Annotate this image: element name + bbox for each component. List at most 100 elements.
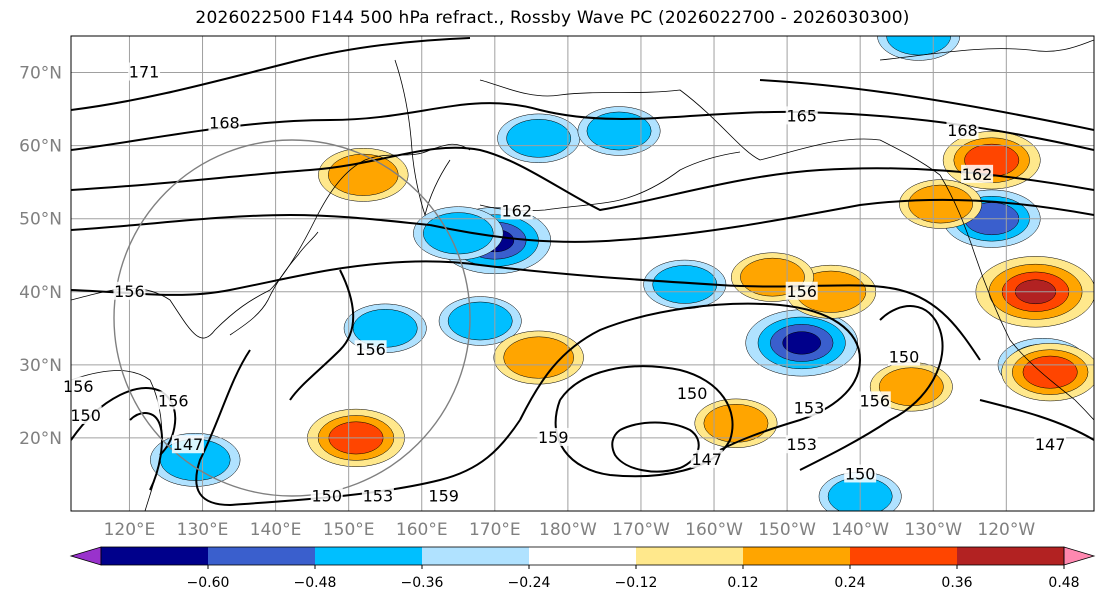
lon-tick-label: 170°E [469,520,521,540]
contour-label-bg [361,486,394,505]
contour-153 [195,349,521,507]
lon-tick-label: 120°E [104,520,156,540]
contour-168-ne [759,79,1094,131]
contour-159-b [429,198,1094,243]
contour-label: 156 [158,391,189,410]
contour-label: 162 [962,165,993,184]
lon-tick-label: 140°W [831,520,889,540]
contour-label-bg [171,435,204,454]
colorbar-tick-label: 0.36 [941,575,972,591]
contour-labels: 171 168 165 168 162 162 156 156 156 156 150 156 147 1… [62,62,1067,505]
colorbar-tick-label: −0.48 [294,575,337,591]
lat-tick-label: 70°N [19,64,62,84]
colorbar-segment [208,547,315,565]
contour-label: 171 [129,63,160,82]
contour-label-bg [310,486,343,505]
anomaly-patch [447,301,513,341]
colorbar-tick-label: −0.12 [615,575,658,591]
contour-label-bg [157,391,190,410]
lon-tick-label: 160°E [396,520,448,540]
lon-tick-label: 140°E [250,520,302,540]
contour-label-bg [208,113,241,132]
contour-label-bg [500,201,533,220]
latitude-axis: 70°N 60°N 50°N 40°N 30°N 20°N [19,64,62,449]
colorbar-outline [100,546,1065,566]
contour-label: 150 [677,384,708,403]
contour-label: 156 [114,282,145,301]
lat-tick-label: 50°N [19,210,62,230]
lon-tick-label: 130°E [177,520,229,540]
contour-label-bg [69,406,102,424]
coastline-alaska [479,79,941,176]
contour-label-bg [785,106,818,125]
contour-label: 150 [311,486,342,505]
colorbar-segment [957,547,1064,565]
contour-label-bg [961,164,994,183]
contour-label: 153 [794,399,825,418]
coastline-kamchatka [394,59,451,217]
longitude-axis: 120°E 130°E 140°E 150°E 160°E 170°E 180°W 170°W… [104,520,1036,540]
anomaly-patch [503,336,574,379]
lon-tick-label: 180°W [539,520,597,540]
colorbar-tick-label: 0.48 [1048,575,1079,591]
anomaly-patch [886,36,951,56]
lon-tick-label: 120°W [977,520,1035,540]
colorbar-tick-label: 0.12 [727,575,758,591]
coastline-japan [229,231,319,336]
coastlines [71,39,1094,511]
contour-label-bg [62,376,95,395]
contour-label: 147 [691,450,722,469]
map-frame [70,35,1095,512]
anomaly-patch [908,184,973,224]
anomaly-patch [506,119,572,158]
contour-label: 156 [860,391,891,410]
lon-tick-label: 150°W [758,520,816,540]
colorbar-segment [422,547,529,565]
lon-tick-label: 150°E [323,520,375,540]
reference-circle [113,139,471,497]
colorbar-segment [743,547,850,565]
contour-label: 156 [355,340,386,359]
contour-165 [71,102,1094,151]
contour-label-bg [858,391,891,410]
anomaly-patch [586,111,652,151]
contour-label-bg [785,435,818,454]
colorbar-tick-label: −0.24 [508,575,551,591]
anomaly-patch [1022,355,1078,389]
colorbar-segment [101,547,208,565]
contour-label: 153 [786,435,817,454]
contour-label-bg [537,427,570,446]
contour-label-bg [844,464,877,483]
contour-label: 168 [209,114,240,133]
lon-tick-label: 170°W [612,520,670,540]
contour-label-bg [1034,435,1067,454]
contour-label-bg [785,281,818,300]
contour-label: 162 [501,201,532,220]
contour-label: 156 [786,282,817,301]
contour-label: 147 [173,435,204,454]
contour-162 [71,146,1094,212]
contour-label: 159 [538,428,569,447]
contour-label: 165 [786,106,817,125]
contour-label-bg [113,281,146,300]
colorbar-segment [636,547,743,565]
anomaly-patch [782,331,822,355]
lat-tick-label: 30°N [19,356,62,376]
contour-label-bg [690,449,723,468]
contour-label: 150 [889,348,920,367]
contour-label: 153 [363,486,394,505]
contour-147-east [979,399,1094,441]
colorbar-extend-min [69,546,102,566]
contour-label: 150 [70,406,101,425]
coastline-arctic [879,39,1094,61]
contour-159-arc [519,302,862,451]
contour-147-low [611,421,700,473]
contour-label-bg [793,398,826,417]
anomaly-patch [328,153,399,196]
map-background [71,36,1094,511]
lon-tick-label: 130°W [904,520,962,540]
contour-150-low [554,365,734,478]
contour-label-bg [888,347,921,366]
colorbar-tick-label: −0.60 [187,575,230,591]
